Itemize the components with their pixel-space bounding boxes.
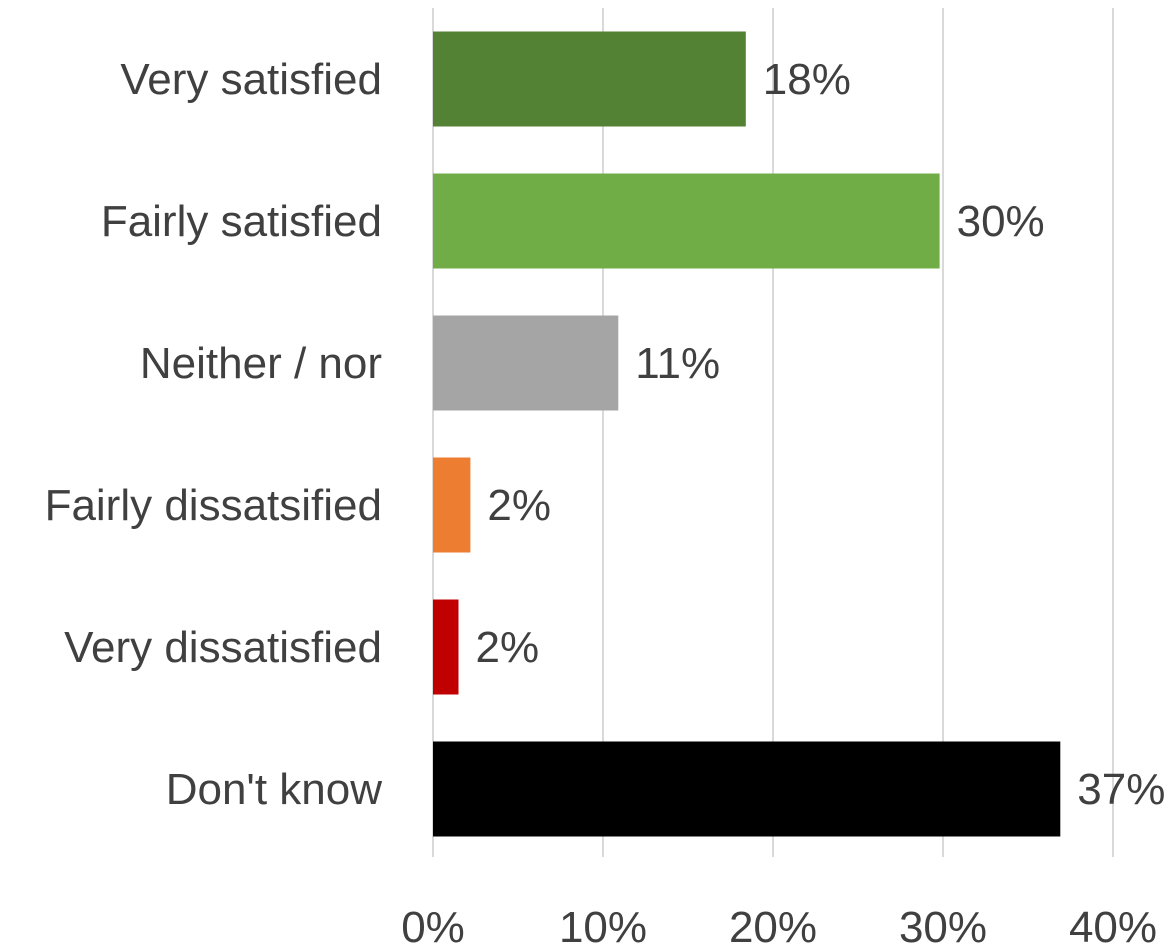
bar bbox=[433, 31, 746, 127]
category-label: Neither / nor bbox=[140, 339, 382, 388]
data-labels: 18% 30% 11% 2% 2% 37% bbox=[476, 55, 1166, 814]
category-labels: Very satisfied Fairly satisfied Neither / … bbox=[45, 55, 383, 814]
bar bbox=[433, 315, 619, 411]
x-tick-label: 20% bbox=[729, 903, 817, 947]
x-tick-label: 0% bbox=[401, 903, 465, 947]
category-label: Fairly dissatsified bbox=[45, 481, 382, 530]
category-label: Very satisfied bbox=[120, 55, 382, 104]
category-label: Don't know bbox=[166, 765, 383, 814]
bar bbox=[433, 173, 940, 269]
bar bbox=[433, 741, 1061, 837]
x-axis-tick-labels: 0% 10% 20% 30% 40% bbox=[401, 903, 1157, 947]
bar bbox=[433, 457, 471, 553]
data-label: 11% bbox=[635, 339, 720, 388]
data-label: 2% bbox=[487, 481, 551, 530]
bar bbox=[433, 599, 459, 695]
x-tick-label: 10% bbox=[559, 903, 647, 947]
data-label: 2% bbox=[476, 623, 540, 672]
x-tick-label: 30% bbox=[899, 903, 987, 947]
gridlines bbox=[432, 8, 1114, 857]
bars bbox=[433, 31, 1061, 837]
category-label: Fairly satisfied bbox=[101, 197, 382, 246]
category-label: Very dissatisfied bbox=[64, 623, 382, 672]
data-label: 37% bbox=[1077, 765, 1165, 814]
x-tick-label: 40% bbox=[1069, 903, 1157, 947]
data-label: 30% bbox=[957, 197, 1045, 246]
data-label: 18% bbox=[763, 55, 851, 104]
